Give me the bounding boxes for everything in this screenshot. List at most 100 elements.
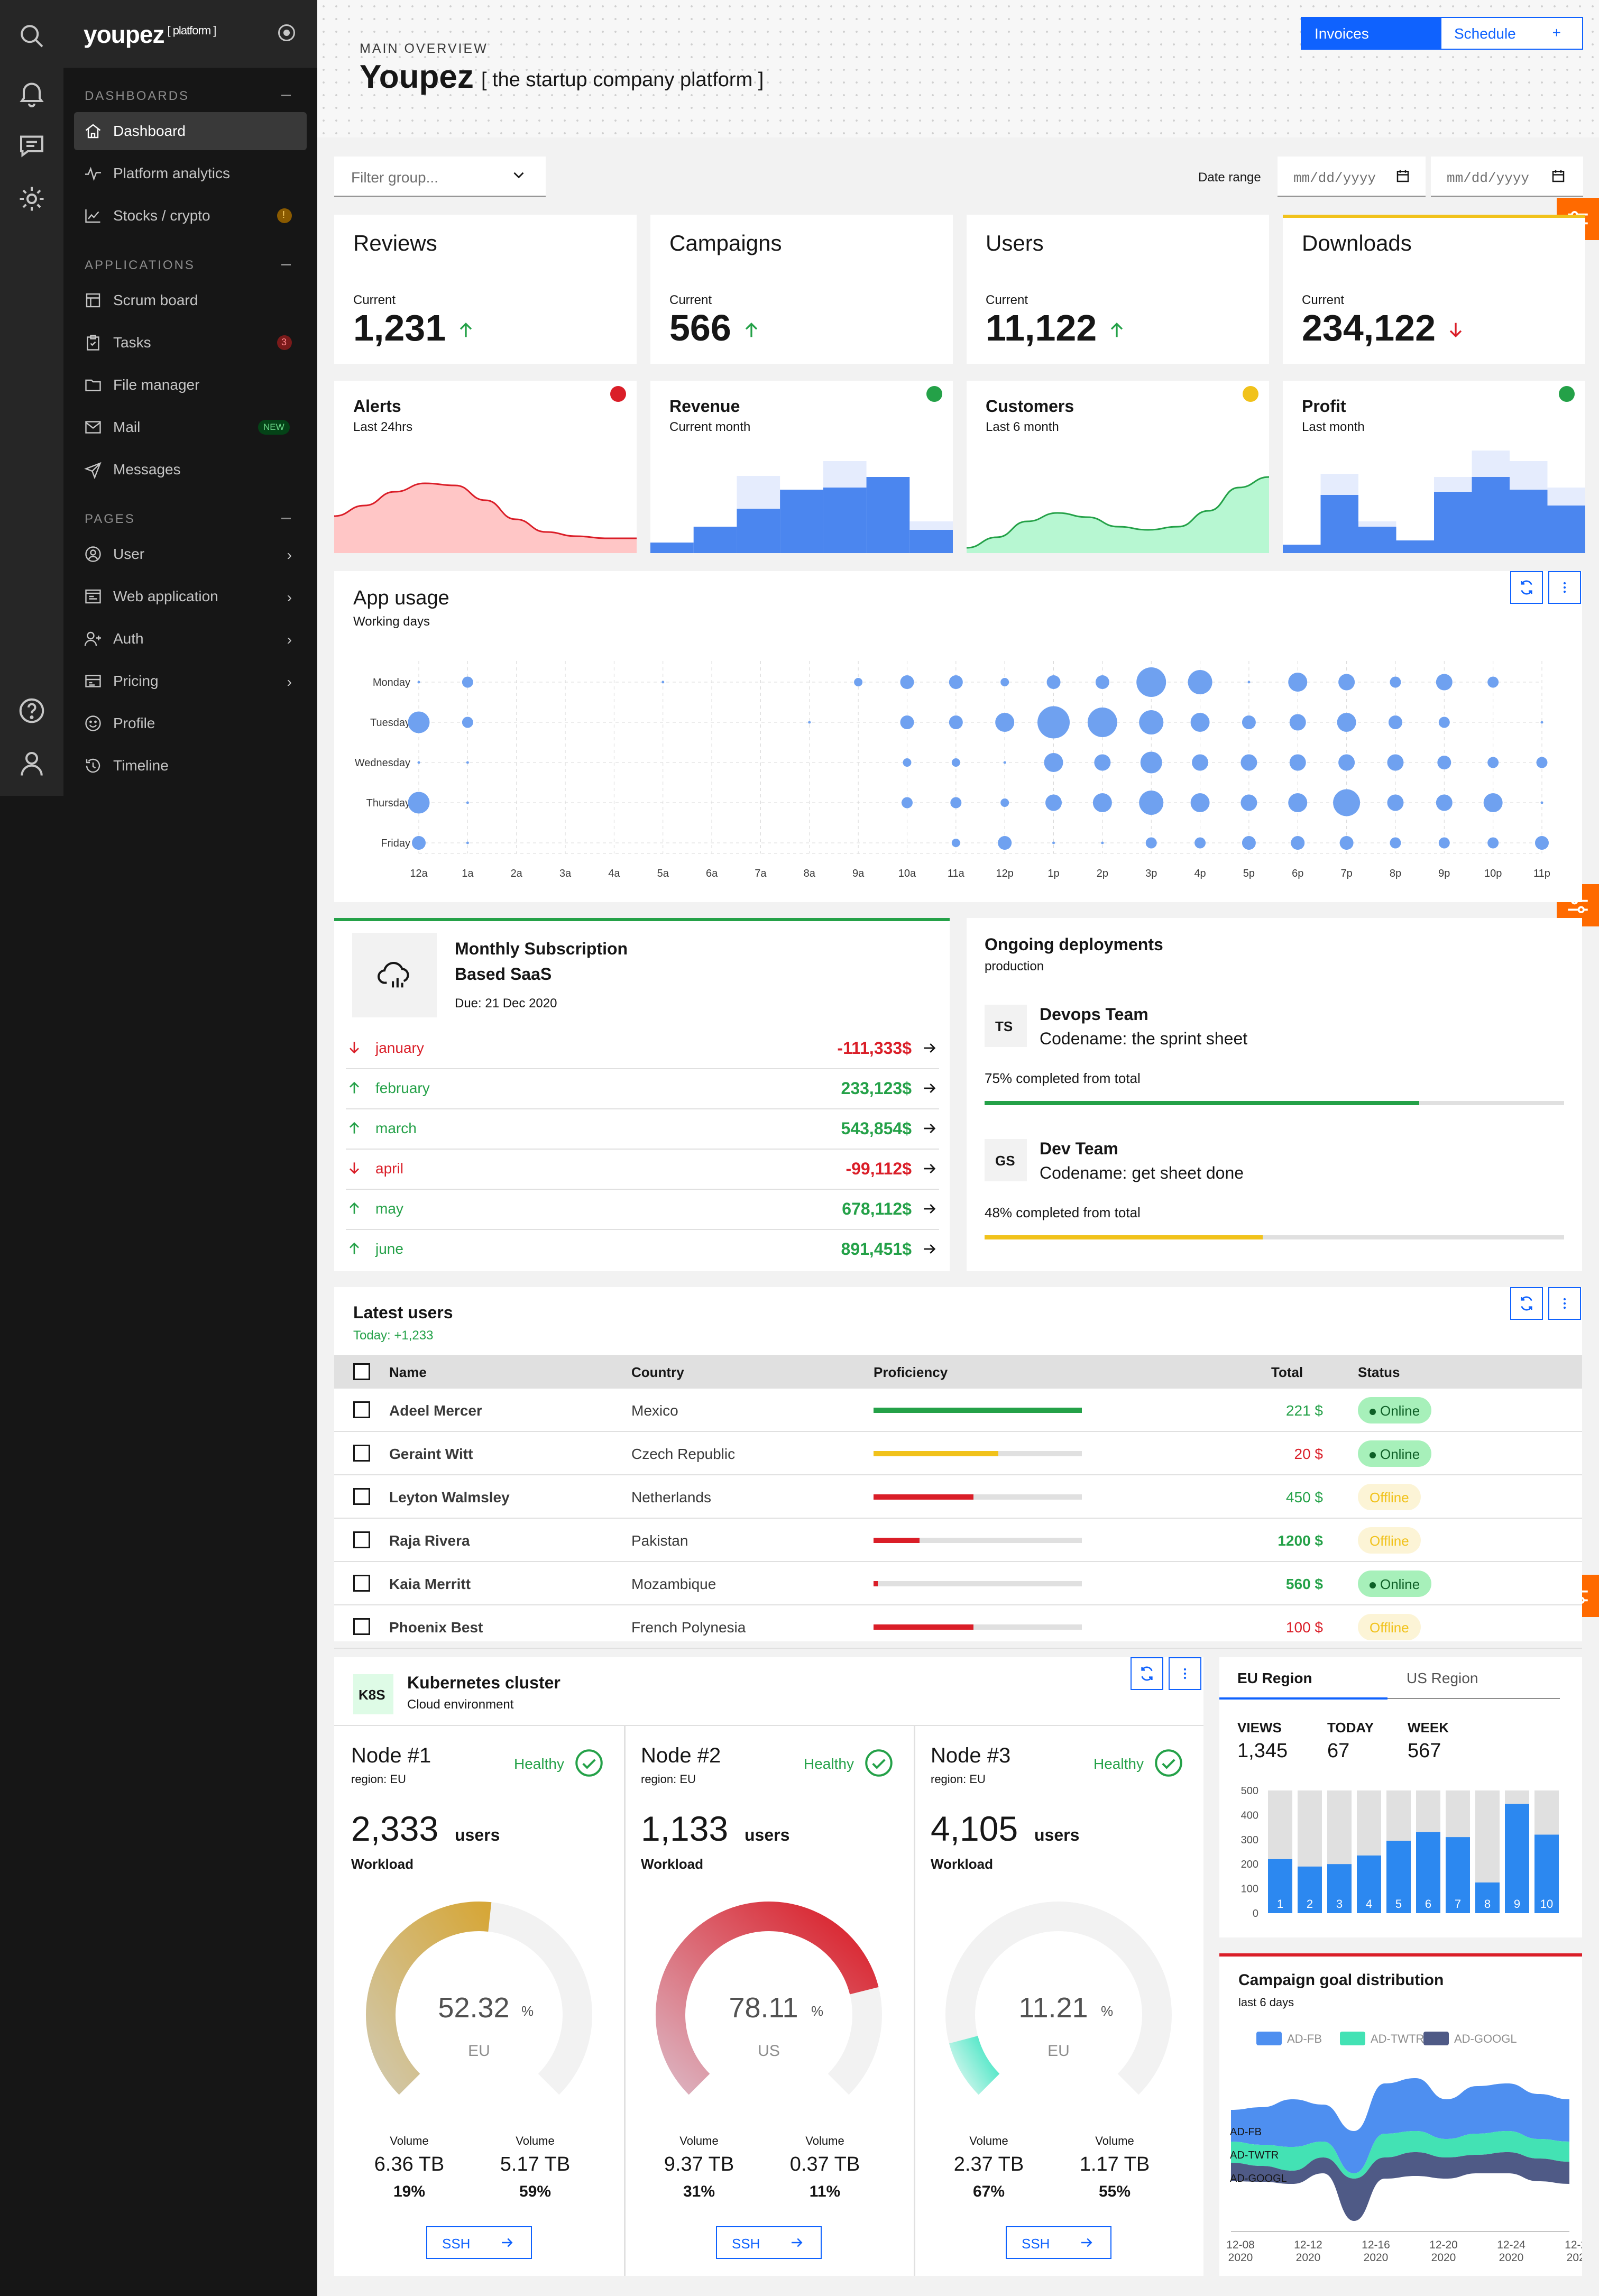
- search-icon[interactable]: [16, 20, 48, 52]
- refresh-button[interactable]: [1510, 571, 1543, 604]
- tab-eu-region[interactable]: EU Region: [1237, 1670, 1312, 1686]
- sidebar-item-auth[interactable]: Auth ›: [74, 620, 307, 658]
- more-options-button[interactable]: [1169, 1657, 1201, 1690]
- calendar-icon[interactable]: [1395, 168, 1411, 187]
- more-options-button[interactable]: [1548, 571, 1581, 604]
- row-checkbox[interactable]: [353, 1401, 370, 1418]
- refresh-button[interactable]: [1131, 1657, 1163, 1690]
- more-options-button[interactable]: [1548, 1287, 1581, 1320]
- date-start-input[interactable]: mm/dd/yyyy: [1278, 157, 1426, 197]
- arrow-right-icon[interactable]: [921, 1200, 938, 1217]
- bar-label: 9: [1514, 1897, 1520, 1911]
- sidebar-item-profile[interactable]: Profile: [74, 704, 307, 742]
- ssh-button[interactable]: SSH: [426, 2226, 532, 2259]
- x-tick-label: 8a: [804, 868, 816, 879]
- bubble: [1337, 713, 1356, 732]
- sidebar-item-web-application[interactable]: Web application ›: [74, 577, 307, 616]
- bar: [1327, 1864, 1352, 1913]
- smile-icon: [84, 714, 103, 733]
- add-icon: +: [1552, 24, 1561, 41]
- sidebar-item-user[interactable]: User ›: [74, 535, 307, 573]
- arrow-right-icon[interactable]: [921, 1160, 938, 1177]
- schedule-button[interactable]: Schedule +: [1440, 17, 1583, 50]
- row-divider: [346, 1149, 939, 1150]
- table-row[interactable]: [334, 1605, 1582, 1649]
- arrow-right-icon: [789, 2235, 805, 2251]
- table-row[interactable]: [334, 1389, 1582, 1432]
- gauge-location: EU: [1047, 2042, 1070, 2060]
- proficiency-track: [874, 1538, 1082, 1543]
- sidebar-item-label: Stocks / crypto: [113, 207, 210, 224]
- col-country[interactable]: Country: [631, 1364, 684, 1380]
- table-row[interactable]: [334, 1475, 1582, 1519]
- date-end-input[interactable]: mm/dd/yyyy: [1431, 157, 1583, 197]
- tab-us-region[interactable]: US Region: [1407, 1670, 1478, 1686]
- filter-group-select[interactable]: Filter group...: [334, 157, 546, 197]
- month-amount: -111,333$: [837, 1039, 912, 1058]
- notification-icon[interactable]: [16, 77, 48, 109]
- row-checkbox[interactable]: [353, 1618, 370, 1635]
- row-checkbox[interactable]: [353, 1531, 370, 1548]
- area-fill: [334, 483, 637, 553]
- arrow-right-icon[interactable]: [921, 1241, 938, 1257]
- sidebar-item-platform-analytics[interactable]: Platform analytics: [74, 154, 307, 192]
- node-users-value: 1,133: [641, 1809, 729, 1848]
- col-name[interactable]: Name: [389, 1364, 427, 1380]
- status-text: Offline: [1370, 1490, 1409, 1505]
- arrow-right-icon[interactable]: [921, 1040, 938, 1057]
- settings-icon[interactable]: [16, 183, 48, 215]
- col-total[interactable]: Total: [1271, 1364, 1303, 1380]
- page-header: [317, 0, 1599, 137]
- arrow-right-icon[interactable]: [921, 1080, 938, 1097]
- refresh-button[interactable]: [1510, 1287, 1543, 1320]
- kubernetes-divider: [334, 1725, 1203, 1726]
- sidebar-item-file-manager[interactable]: File manager: [74, 366, 307, 404]
- calendar-icon[interactable]: [1550, 168, 1566, 187]
- chat-icon[interactable]: [16, 130, 48, 162]
- row-checkbox[interactable]: [353, 1445, 370, 1462]
- sidebar-toggle-icon[interactable]: [278, 24, 295, 41]
- sidebar-item-messages[interactable]: Messages: [74, 451, 307, 489]
- sidebar-item-pricing[interactable]: Pricing ›: [74, 662, 307, 700]
- table-row[interactable]: [334, 1519, 1582, 1562]
- x-tick-label: 7a: [755, 868, 767, 879]
- collapse-dashboards-icon[interactable]: [281, 95, 291, 96]
- collapse-applications-icon[interactable]: [281, 264, 291, 265]
- select-all-checkbox[interactable]: [353, 1363, 370, 1380]
- bubble: [1487, 676, 1499, 688]
- help-icon[interactable]: [16, 695, 48, 727]
- col-status[interactable]: Status: [1358, 1364, 1400, 1380]
- bar: [1396, 540, 1434, 553]
- bubble: [1540, 801, 1543, 804]
- row-checkbox[interactable]: [353, 1488, 370, 1505]
- arrow-down-icon: [346, 1158, 363, 1178]
- row-checkbox[interactable]: [353, 1575, 370, 1592]
- sidebar-item-stocks[interactable]: Stocks / crypto!: [74, 197, 307, 235]
- y-tick-label: 0: [1253, 1908, 1258, 1920]
- brand-logo[interactable]: youpez[ platform ]: [84, 20, 216, 49]
- subscription-title-line2: Based SaaS: [455, 965, 552, 984]
- sidebar-item-dashboard[interactable]: Dashboard: [74, 112, 307, 150]
- volume-percent: 67%: [972, 2183, 1005, 2200]
- gauge-fill: [949, 2035, 1000, 2095]
- arrow-right-icon[interactable]: [921, 1120, 938, 1137]
- col-proficiency[interactable]: Proficiency: [874, 1364, 948, 1380]
- ssh-button[interactable]: SSH: [716, 2226, 822, 2259]
- collapse-pages-icon[interactable]: [281, 518, 291, 519]
- sidebar-item-mail[interactable]: Mail NEW: [74, 408, 307, 446]
- table-row[interactable]: [334, 1562, 1582, 1605]
- region-stat-value: 1,345: [1237, 1740, 1288, 1762]
- arrow-right-icon: [1079, 2235, 1095, 2251]
- node-health: Healthy: [514, 1756, 564, 1772]
- sidebar-item-timeline[interactable]: Timeline: [74, 747, 307, 785]
- sidebar-item-tasks[interactable]: Tasks 3: [74, 324, 307, 362]
- status-badge: Offline: [1358, 1614, 1421, 1640]
- online-dot: [1370, 1582, 1376, 1589]
- kpi-value: 11,122: [986, 307, 1097, 348]
- user-name: Adeel Mercer: [389, 1402, 482, 1419]
- table-row[interactable]: [334, 1432, 1582, 1475]
- user-icon[interactable]: [16, 748, 48, 779]
- ssh-button[interactable]: SSH: [1006, 2226, 1111, 2259]
- sidebar-item-scrum-board[interactable]: Scrum board: [74, 281, 307, 319]
- x-tick-label: 6a: [706, 868, 718, 879]
